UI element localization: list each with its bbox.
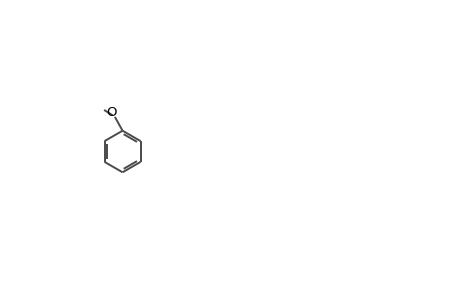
Text: O: O <box>106 106 116 119</box>
